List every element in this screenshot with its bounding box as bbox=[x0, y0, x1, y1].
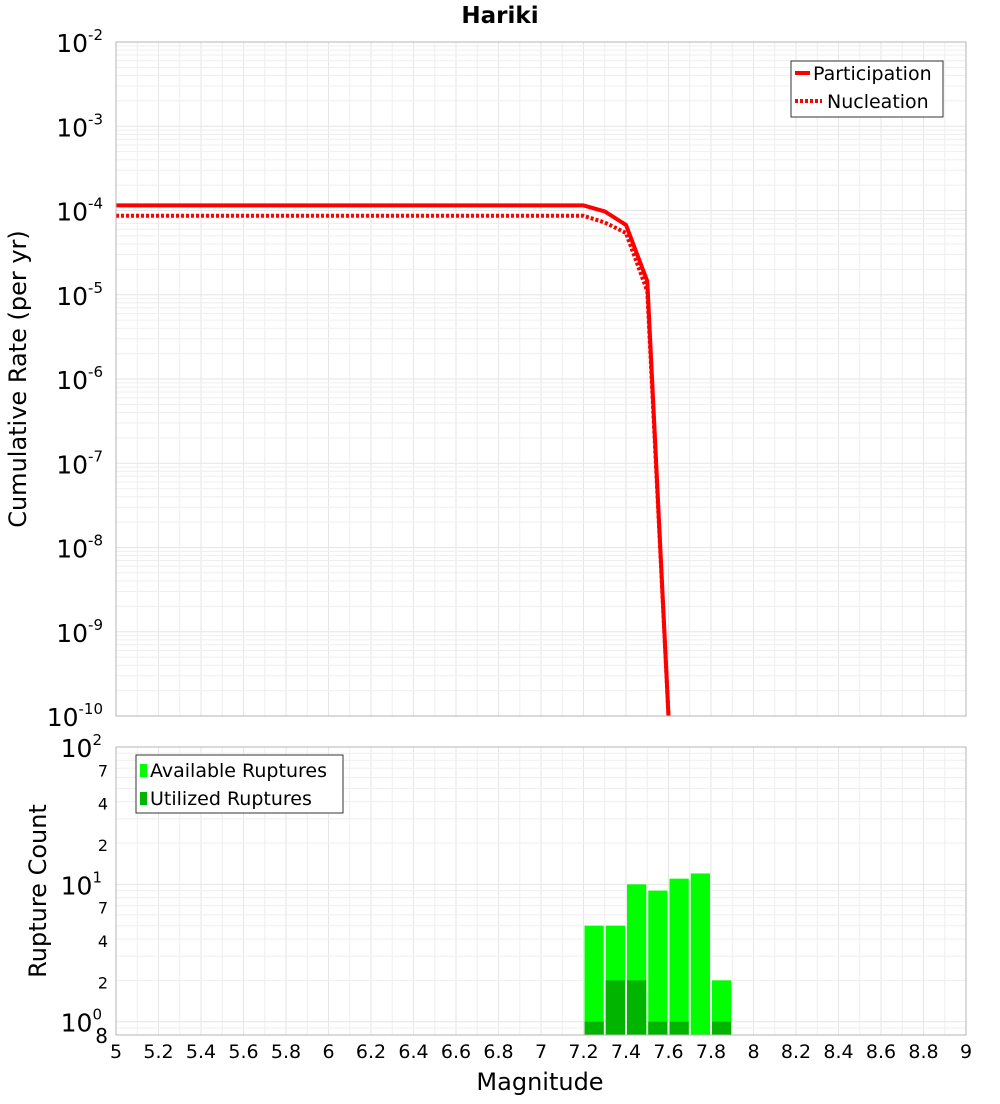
top-y-tick-label: 10-7 bbox=[56, 447, 103, 479]
bottom-legend-box bbox=[135, 754, 344, 814]
x-tick-label: 6.2 bbox=[356, 1041, 386, 1063]
top-plot-frame bbox=[115, 41, 967, 717]
bar-series bbox=[584, 873, 732, 1035]
x-tick-label: 8 bbox=[747, 1041, 759, 1063]
available-ruptures-bar bbox=[584, 925, 604, 1035]
top-y-tick-label: 10-2 bbox=[56, 26, 103, 58]
participation-legend-label: Participation bbox=[813, 63, 932, 85]
top-y-tick-label: 10-4 bbox=[56, 195, 103, 227]
available-ruptures-bar bbox=[648, 890, 668, 1035]
bottom-y-tick-label: 102 bbox=[61, 731, 102, 763]
x-tick-label: 6.4 bbox=[398, 1041, 428, 1063]
x-tick-label: 8.6 bbox=[866, 1041, 896, 1063]
utilized-legend-label: Utilized Ruptures bbox=[150, 788, 312, 810]
x-tick-label: 6.8 bbox=[483, 1041, 513, 1063]
bottom-y-tick-label: 7 bbox=[98, 899, 108, 918]
available-legend-label: Available Ruptures bbox=[150, 760, 327, 782]
top-y-tick-labels: 10-10 10-9 10-8 10-7 10-6 10-5 10-4 10-3 10-2 bbox=[47, 26, 103, 732]
bottom-y-tick-label: 7 bbox=[98, 761, 108, 780]
available-ruptures-bar bbox=[669, 878, 689, 1035]
x-tick-label: 5 bbox=[110, 1041, 122, 1063]
bottom-legend: Available Ruptures Utilized Ruptures bbox=[135, 754, 344, 814]
top-plot-grid bbox=[115, 42, 967, 717]
utilized-ruptures-bar bbox=[648, 1021, 668, 1035]
x-tick-label: 5.2 bbox=[143, 1041, 173, 1063]
x-tick-label: 6.6 bbox=[441, 1041, 471, 1063]
x-tick-label: 7.6 bbox=[653, 1041, 683, 1063]
available-ruptures-bar bbox=[712, 980, 732, 1035]
bottom-y-axis-label: Rupture Count bbox=[24, 804, 52, 978]
top-legend-box bbox=[790, 60, 944, 118]
nucleation-line bbox=[116, 213, 671, 717]
top-y-tick-label: 10-8 bbox=[56, 532, 103, 564]
x-tick-label: 5.6 bbox=[228, 1041, 258, 1063]
utilized-ruptures-bar bbox=[627, 980, 647, 1035]
x-tick-label: 7.2 bbox=[568, 1041, 598, 1063]
top-y-tick-label: 10-5 bbox=[56, 279, 103, 311]
bottom-y-tick-label: 101 bbox=[61, 868, 102, 900]
x-tick-label: 7 bbox=[535, 1041, 547, 1063]
bottom-plot-frame bbox=[115, 746, 967, 1036]
x-tick-label: 7.4 bbox=[611, 1041, 641, 1063]
top-y-tick-label: 10-9 bbox=[56, 616, 103, 648]
x-tick-label: 9 bbox=[960, 1041, 972, 1063]
x-tick-label: 7.8 bbox=[696, 1041, 726, 1063]
bottom-y-tick-label: 100 bbox=[61, 1006, 102, 1038]
top-y-tick-label: 10-3 bbox=[56, 110, 103, 142]
utilized-legend-swatch bbox=[140, 792, 147, 805]
participation-line bbox=[116, 203, 671, 717]
chart-title: Hariki bbox=[461, 3, 538, 29]
nucleation-legend-label: Nucleation bbox=[827, 91, 929, 113]
bottom-y-tick-label: 4 bbox=[98, 932, 108, 951]
utilized-ruptures-bar bbox=[605, 980, 625, 1035]
x-tick-labels: 5 5.2 5.4 5.6 5.8 6 6.2 6.4 6.6 6.8 7 7.2 7.4 7.6 7.8 8… bbox=[110, 1041, 972, 1063]
bottom-y-tick-label: 8 bbox=[95, 1024, 108, 1048]
available-ruptures-bar bbox=[690, 873, 710, 1035]
line-series bbox=[116, 203, 671, 717]
bottom-y-tick-label: 2 bbox=[98, 836, 108, 855]
utilized-ruptures-bar bbox=[669, 1021, 689, 1035]
utilized-ruptures-bar bbox=[712, 1021, 732, 1035]
x-tick-label: 8.2 bbox=[781, 1041, 811, 1063]
utilized-ruptures-bar bbox=[584, 1021, 604, 1035]
top-legend: Participation Nucleation bbox=[790, 60, 944, 118]
x-tick-label: 5.8 bbox=[271, 1041, 301, 1063]
bottom-y-tick-label: 2 bbox=[98, 973, 108, 992]
x-tick-label: 8.8 bbox=[908, 1041, 938, 1063]
top-y-tick-label: 10-6 bbox=[56, 363, 103, 395]
x-tick-label: 6 bbox=[322, 1041, 334, 1063]
x-tick-label: 5.4 bbox=[186, 1041, 216, 1063]
x-tick-label: 8.4 bbox=[823, 1041, 853, 1063]
top-y-axis-label: Cumulative Rate (per yr) bbox=[4, 230, 32, 528]
available-legend-swatch bbox=[140, 764, 147, 777]
bottom-y-tick-label: 4 bbox=[98, 795, 108, 814]
x-axis-label: Magnitude bbox=[476, 1068, 603, 1096]
top-y-tick-label: 10-10 bbox=[47, 700, 103, 732]
